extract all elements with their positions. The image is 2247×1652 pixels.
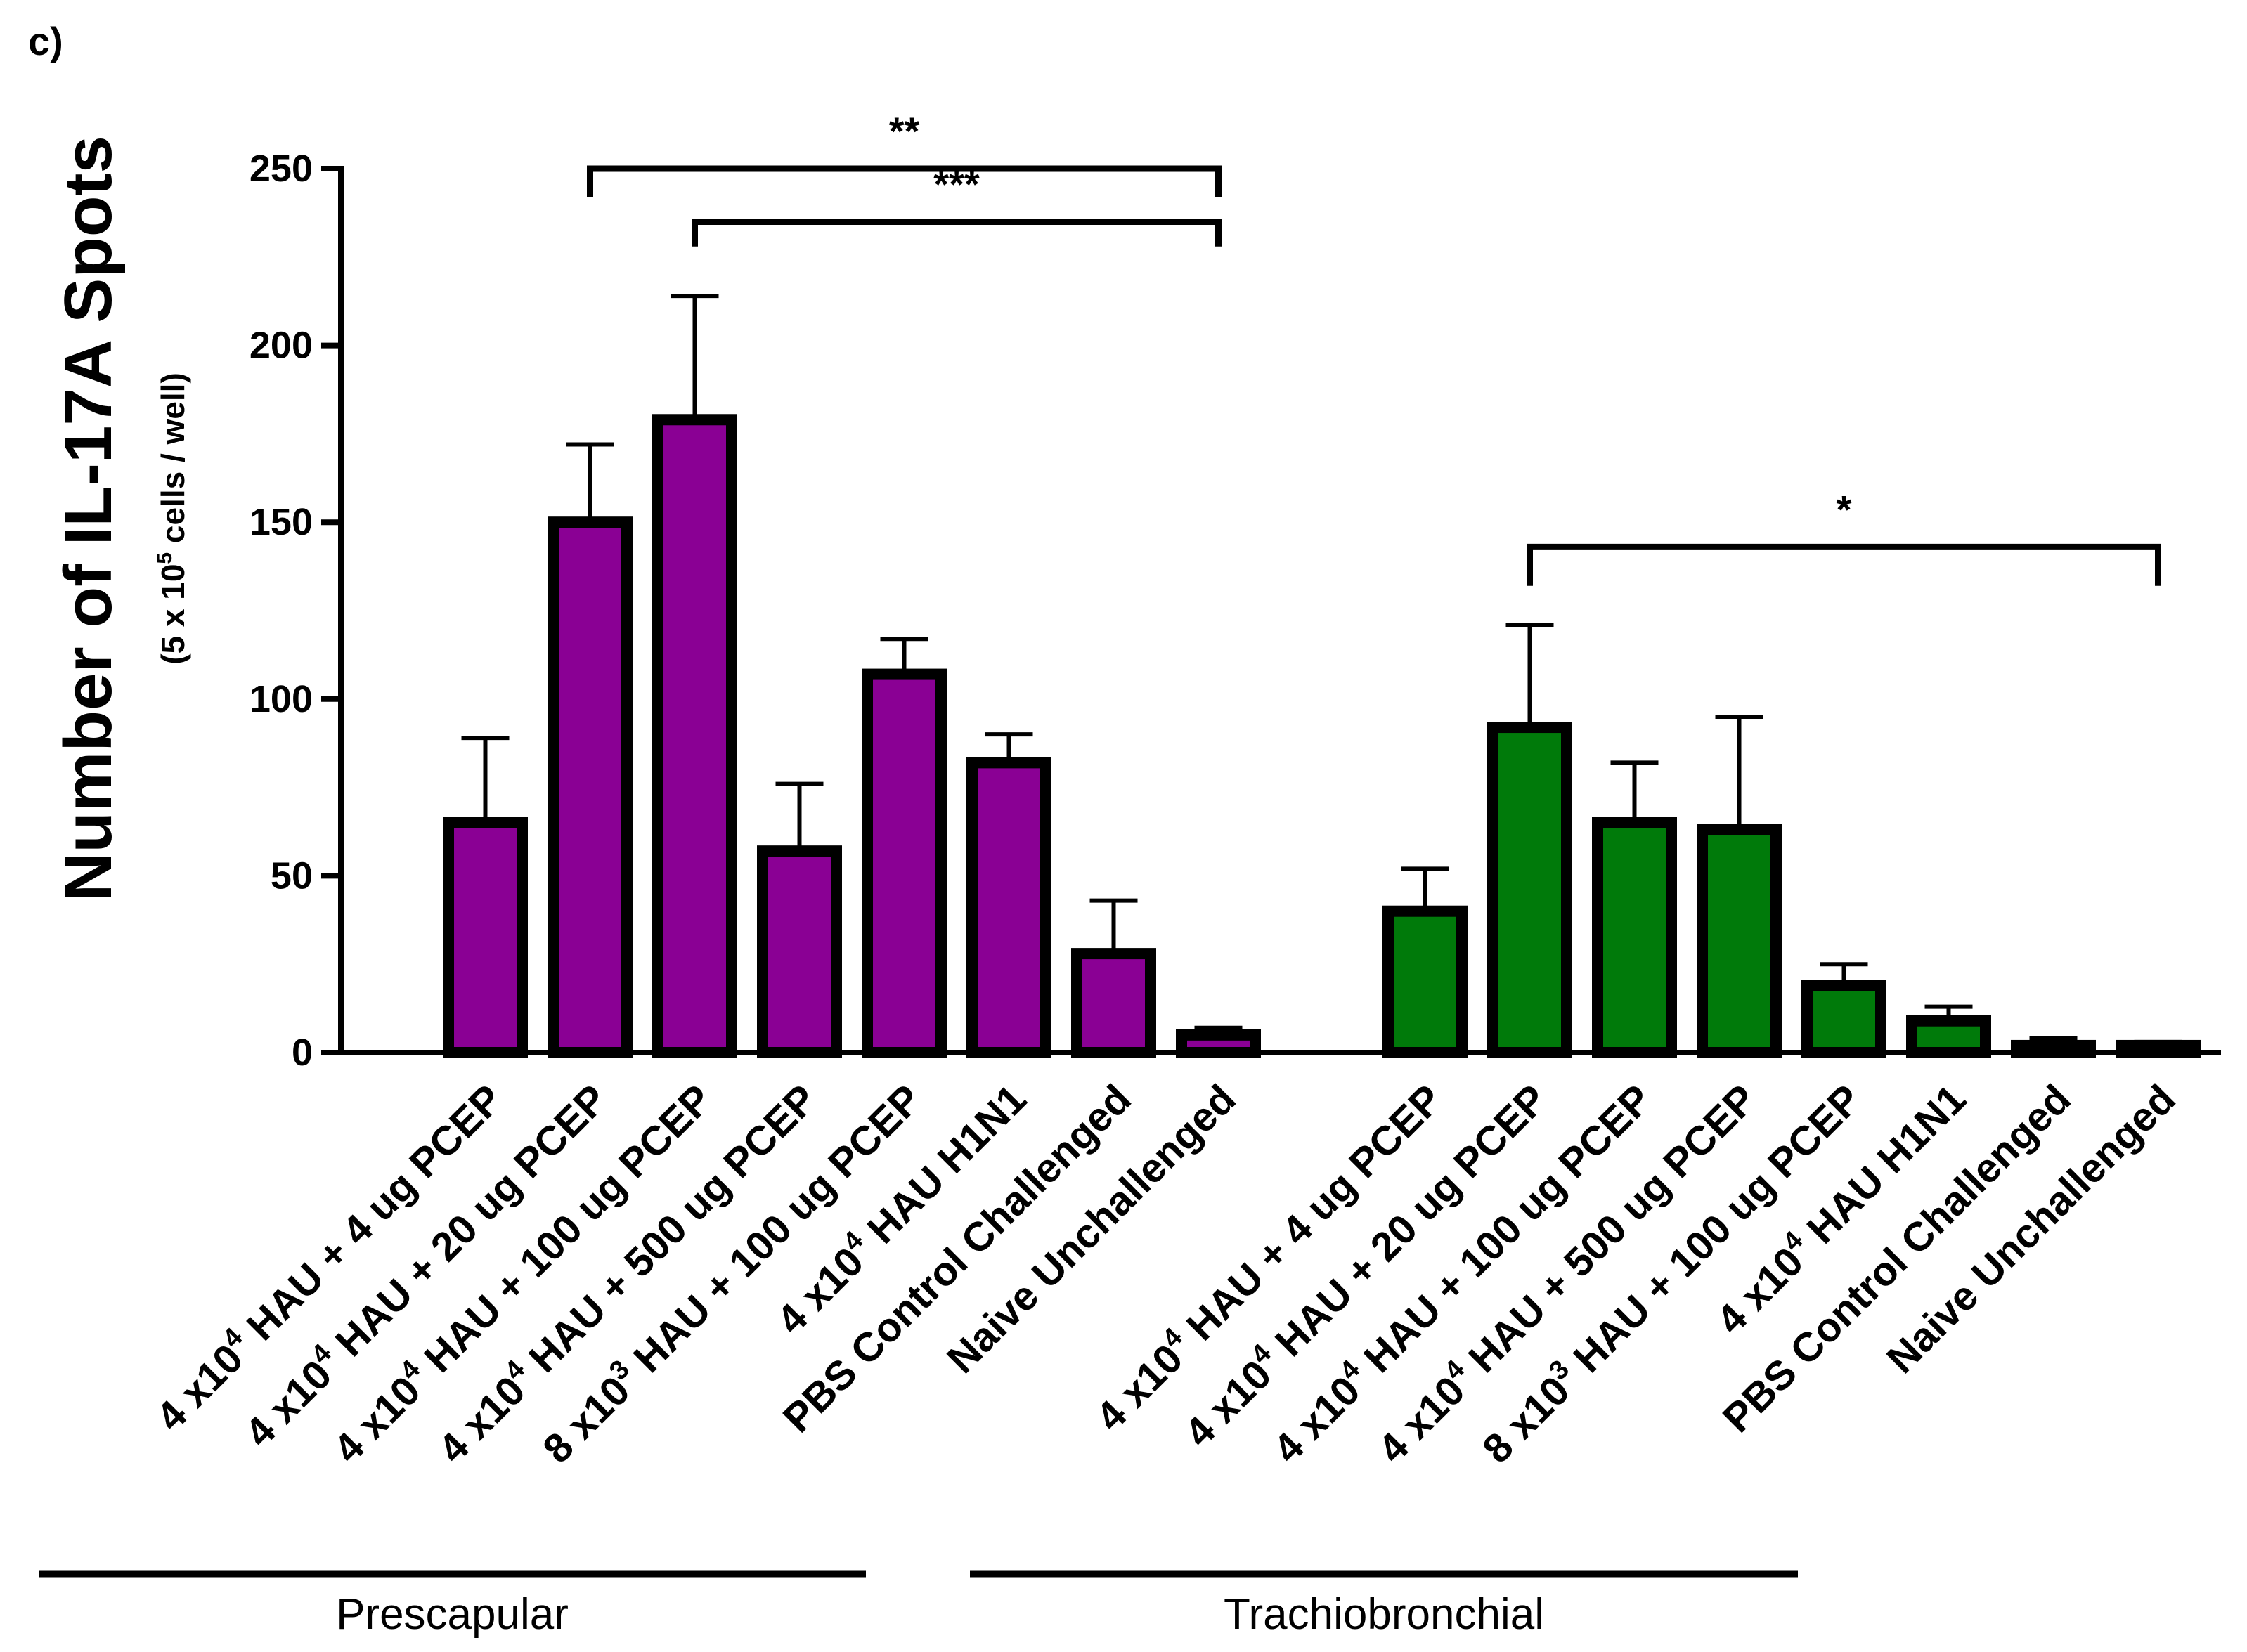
bar <box>757 845 842 1059</box>
bar <box>1906 1015 1991 1059</box>
bar <box>443 817 528 1059</box>
group-label: Trachiobronchial <box>1224 1590 1544 1639</box>
bars <box>443 294 2201 1059</box>
y-tick-label: 250 <box>250 148 313 190</box>
y-axis-title: Number of IL-17A Spots <box>51 136 126 902</box>
significance-bracket <box>692 218 1222 247</box>
bar <box>966 757 1051 1058</box>
bar <box>548 516 633 1058</box>
bar <box>1071 948 1156 1058</box>
axes: 0 50 100 150 200 250 <box>250 148 2221 1074</box>
bar <box>862 668 947 1058</box>
y-axis-subtitle: (5 x 105 cells / well) <box>153 372 191 665</box>
y-tick-label: 50 <box>271 854 313 897</box>
significance-bracket <box>587 165 1222 197</box>
group-label: Prescapular <box>336 1590 569 1639</box>
panel-label: c) <box>28 19 63 63</box>
significance-label: * <box>1837 487 1852 531</box>
y-axis-subtitle-prefix: (5 x 10 <box>155 564 191 665</box>
significance-brackets: ****** <box>587 109 2161 586</box>
y-tick-label: 150 <box>250 501 313 543</box>
bar <box>1801 980 1886 1058</box>
y-axis-subtitle-exponent: 5 <box>153 552 176 564</box>
significance-bracket <box>1527 543 2161 586</box>
bar <box>652 414 737 1058</box>
y-axis-subtitle-suffix: cells / well) <box>155 372 191 552</box>
significance-label: ** <box>889 109 920 153</box>
significance-label: *** <box>933 162 980 206</box>
bar <box>1176 1029 1261 1058</box>
bar <box>1592 817 1677 1059</box>
bar <box>2011 1039 2096 1059</box>
bar <box>1382 905 1468 1058</box>
y-tick-label: 200 <box>250 325 313 367</box>
bar <box>1487 722 1572 1059</box>
bar <box>1697 824 1782 1058</box>
bar <box>2116 1039 2201 1059</box>
y-tick-label: 0 <box>292 1032 313 1074</box>
y-tick-label: 100 <box>250 678 313 720</box>
group-labels: Prescapular Trachiobronchial <box>39 1570 1798 1639</box>
